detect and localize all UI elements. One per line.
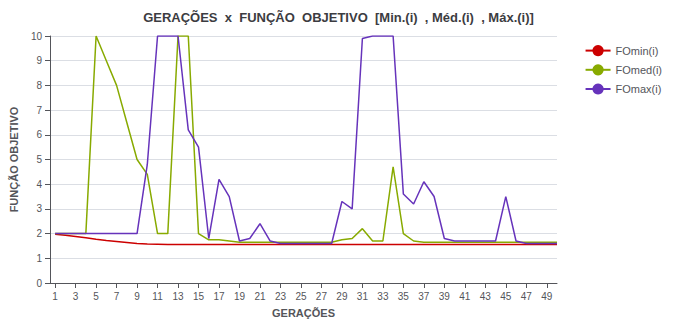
svg-text:25: 25 <box>295 291 307 302</box>
svg-text:6: 6 <box>36 129 42 140</box>
svg-text:GERAÇÕES: GERAÇÕES <box>272 307 335 319</box>
svg-text:FOmax(i): FOmax(i) <box>616 83 662 95</box>
svg-text:9: 9 <box>134 291 140 302</box>
svg-text:43: 43 <box>480 291 492 302</box>
svg-text:15: 15 <box>193 291 205 302</box>
svg-text:FOmed(i): FOmed(i) <box>616 64 662 76</box>
svg-text:19: 19 <box>234 291 246 302</box>
svg-text:39: 39 <box>439 291 451 302</box>
svg-text:5: 5 <box>93 291 99 302</box>
svg-text:3: 3 <box>73 291 79 302</box>
svg-text:13: 13 <box>172 291 184 302</box>
svg-text:GERAÇÕES x FUNÇÃO OBJETIVO: GERAÇÕES x FUNÇÃO OBJETIVO [Min.(i) , Mé… <box>143 10 534 25</box>
svg-text:45: 45 <box>500 291 512 302</box>
svg-text:21: 21 <box>254 291 266 302</box>
svg-text:2: 2 <box>36 228 42 239</box>
svg-text:11: 11 <box>152 291 163 302</box>
svg-text:FUNÇÃO OBJETIVO: FUNÇÃO OBJETIVO <box>8 106 20 212</box>
svg-text:23: 23 <box>275 291 287 302</box>
svg-text:10: 10 <box>31 31 43 42</box>
svg-text:7: 7 <box>36 105 42 116</box>
svg-text:3: 3 <box>36 203 42 214</box>
svg-text:17: 17 <box>213 291 225 302</box>
svg-text:41: 41 <box>459 291 471 302</box>
svg-text:1: 1 <box>36 253 42 264</box>
svg-text:37: 37 <box>418 291 430 302</box>
svg-text:47: 47 <box>521 291 533 302</box>
svg-text:8: 8 <box>36 80 42 91</box>
svg-text:49: 49 <box>541 291 553 302</box>
svg-text:35: 35 <box>398 291 410 302</box>
svg-text:9: 9 <box>36 55 42 66</box>
svg-text:1: 1 <box>52 291 58 302</box>
svg-text:29: 29 <box>336 291 348 302</box>
svg-text:4: 4 <box>36 179 42 190</box>
svg-text:5: 5 <box>36 154 42 165</box>
svg-text:33: 33 <box>377 291 389 302</box>
svg-text:FOmin(i): FOmin(i) <box>616 45 659 57</box>
svg-text:7: 7 <box>114 291 120 302</box>
svg-text:31: 31 <box>357 291 369 302</box>
svg-text:0: 0 <box>36 278 42 289</box>
svg-text:27: 27 <box>316 291 328 302</box>
